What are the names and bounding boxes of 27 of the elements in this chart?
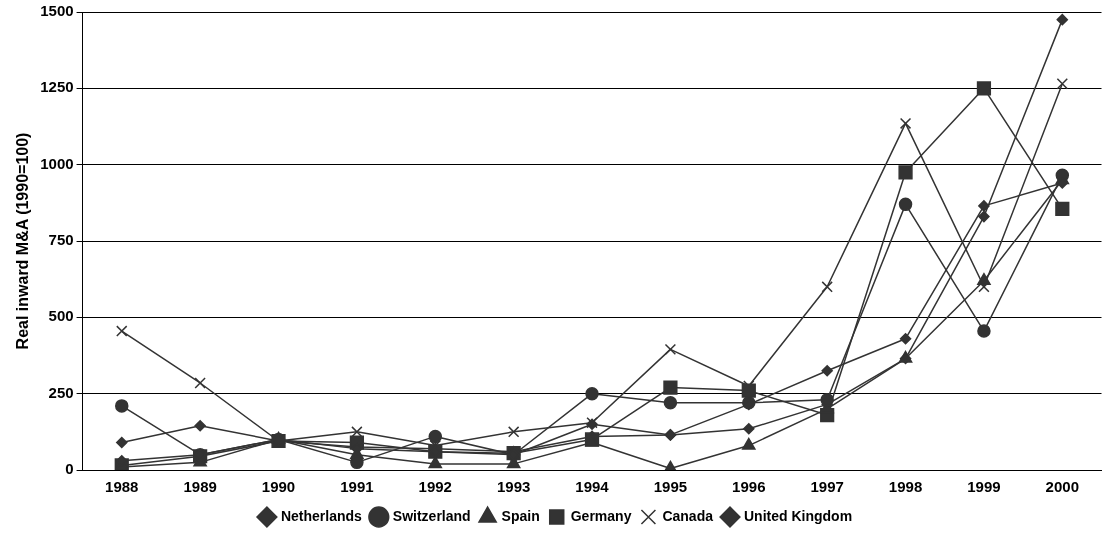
legend-label: United Kingdom <box>744 507 853 524</box>
x-tick-label: 2000 <box>1045 478 1079 496</box>
y-axis-title: Real inward M&A (1990=100) <box>14 132 32 350</box>
y-tick-label: 750 <box>48 231 74 249</box>
y-tick-label: 250 <box>48 383 74 401</box>
legend-label: Germany <box>570 507 632 524</box>
y-tick-label: 500 <box>48 307 74 325</box>
y-tick-label: 1500 <box>40 2 74 20</box>
y-tick-label: 1000 <box>40 154 74 172</box>
y-tick-label: 0 <box>65 460 74 478</box>
legend-label: Switzerland <box>392 507 471 524</box>
x-tick-label: 1988 <box>105 478 139 496</box>
y-tick-label: 1250 <box>40 78 74 96</box>
x-tick-label: 1997 <box>810 478 844 496</box>
x-tick-label: 1992 <box>418 478 452 496</box>
x-tick-label: 1995 <box>653 478 688 496</box>
x-tick-label: 1991 <box>340 478 374 496</box>
x-tick-label: 1999 <box>967 478 1001 496</box>
x-tick-label: 1998 <box>888 478 923 496</box>
x-tick-label: 1993 <box>496 478 531 496</box>
legend-label: Spain <box>501 507 540 524</box>
legend-label: Netherlands <box>280 507 363 524</box>
x-tick-label: 1989 <box>183 478 217 496</box>
legend-label: Canada <box>662 507 714 524</box>
x-tick-label: 1990 <box>261 478 296 496</box>
x-tick-label: 1994 <box>575 478 610 496</box>
x-tick-label: 1996 <box>732 478 766 496</box>
